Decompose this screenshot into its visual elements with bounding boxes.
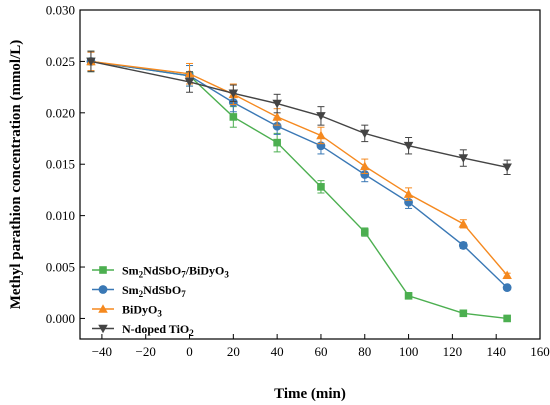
- legend-label: N-doped TiO2: [122, 322, 194, 338]
- data-point: [503, 314, 511, 323]
- legend-item: N-doped TiO2: [92, 322, 194, 338]
- legend-label-part: NdSbO: [143, 283, 181, 297]
- y-axis: 0.000 0.005 0.010 0.015 0.020 0.025 0.030: [46, 3, 85, 326]
- x-tick-label: 60: [314, 344, 327, 359]
- legend-label-part: 2: [139, 289, 144, 299]
- series-sm2ndsbo7-bidyo3: [87, 50, 511, 323]
- x-tick-label: 120: [443, 344, 463, 359]
- legend-label-part: NdSbO: [143, 264, 181, 278]
- legend-label-part: Sm: [122, 283, 139, 297]
- legend-label-part: BiDyO: [122, 303, 157, 317]
- data-point: [459, 309, 468, 318]
- series-layer: [86, 50, 512, 323]
- data-point: [317, 183, 325, 191]
- data-point: [316, 130, 326, 140]
- y-tick-label: 0.010: [46, 208, 75, 223]
- x-tick-label: 100: [399, 344, 419, 359]
- legend-label-part: /BiDyO: [185, 264, 225, 278]
- x-tick-label: 160: [530, 344, 550, 359]
- data-point: [502, 163, 512, 173]
- legend-label: Sm2NdSbO7: [122, 283, 186, 299]
- data-point: [272, 121, 282, 131]
- y-tick-label: 0.000: [46, 311, 75, 326]
- y-tick-label: 0.015: [46, 157, 75, 172]
- y-axis-title: Methyl parathion concentration (mmol/L): [8, 40, 24, 310]
- plot-frame: [79, 9, 541, 340]
- data-point: [360, 170, 370, 179]
- data-point: [272, 99, 282, 109]
- legend-label-part: 7: [181, 289, 186, 299]
- data-point: [458, 154, 469, 163]
- data-point: [273, 138, 281, 147]
- data-point: [360, 228, 369, 236]
- data-point: [272, 112, 282, 121]
- legend-label-part: N-doped TiO: [122, 322, 189, 336]
- data-point: [228, 89, 239, 99]
- data-point: [86, 57, 96, 67]
- y-tick-label: 0.005: [46, 260, 75, 275]
- data-point: [99, 266, 107, 274]
- plot-area: [79, 9, 541, 340]
- legend-label: Sm2NdSbO7/BiDyO3: [122, 264, 229, 280]
- x-tick-label: −40: [92, 344, 112, 359]
- series-line: [90, 60, 508, 168]
- data-point: [316, 112, 326, 121]
- x-tick-label: 140: [486, 344, 506, 359]
- legend-label-part: 7: [181, 270, 186, 280]
- x-axis-title: Time (min): [274, 386, 346, 402]
- legend-label-part: 2: [139, 270, 144, 280]
- data-point: [98, 285, 108, 294]
- legend-label-part: 3: [157, 309, 162, 319]
- series-n-doped-tio2: [86, 50, 512, 175]
- x-tick-label: 20: [227, 344, 240, 359]
- data-point: [502, 283, 512, 292]
- series-line: [90, 60, 508, 276]
- legend-label-part: 2: [189, 328, 194, 338]
- x-tick-label: 40: [271, 344, 284, 359]
- legend-label-part: 3: [224, 270, 229, 280]
- data-point: [98, 304, 108, 313]
- series-sm2ndsbo7: [86, 51, 512, 292]
- legend-item: BiDyO3: [92, 303, 162, 319]
- x-axis: −40 −20 0 20 40 60 80 100 120 140 160: [92, 334, 550, 359]
- data-point: [403, 189, 414, 198]
- data-point: [229, 113, 238, 121]
- series-line: [90, 60, 508, 320]
- legend-item: Sm2NdSbO7: [92, 283, 186, 299]
- y-tick-label: 0.030: [46, 3, 75, 18]
- data-point: [360, 161, 370, 171]
- y-tick-label: 0.020: [46, 105, 75, 120]
- legend-item: Sm2NdSbO7/BiDyO3: [92, 264, 229, 280]
- x-tick-label: 0: [186, 344, 193, 359]
- data-point: [360, 129, 370, 139]
- x-tick-label: 80: [358, 344, 371, 359]
- data-point: [403, 141, 414, 151]
- x-tick-label: −20: [136, 344, 156, 359]
- legend-label: BiDyO3: [122, 303, 162, 319]
- y-tick-label: 0.025: [46, 54, 75, 69]
- data-point: [184, 78, 195, 87]
- series-line: [90, 60, 508, 289]
- data-point: [404, 292, 413, 300]
- legend-label-part: Sm: [122, 264, 139, 278]
- data-point: [502, 270, 512, 280]
- data-point: [458, 219, 469, 228]
- data-point: [98, 324, 108, 334]
- data-point: [458, 241, 468, 250]
